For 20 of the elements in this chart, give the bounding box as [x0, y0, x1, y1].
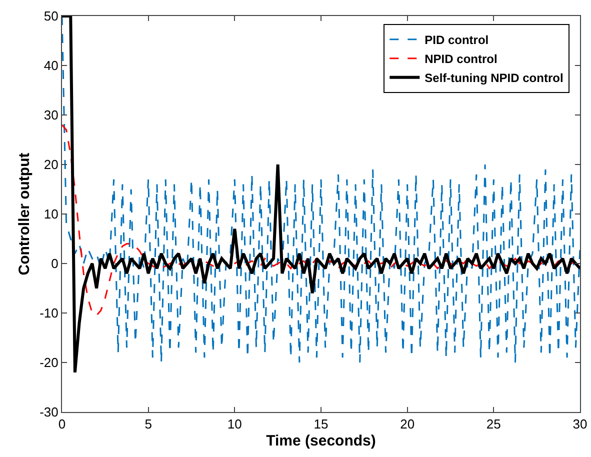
- y-tick-label: -20: [40, 355, 58, 370]
- y-tick-label: 30: [44, 108, 58, 123]
- legend-label: NPID control: [424, 52, 498, 66]
- x-tick-label: 15: [314, 416, 328, 432]
- y-axis-title: Controller output: [16, 152, 33, 276]
- x-tick-label: 30: [572, 416, 588, 432]
- x-tick-label: 5: [144, 416, 152, 432]
- y-tick-label: -10: [40, 306, 58, 321]
- x-tick-label: 10: [227, 416, 242, 432]
- y-tick-label: 0: [51, 256, 58, 272]
- y-tick-label: 20: [44, 157, 58, 172]
- x-tick-label: 20: [400, 416, 415, 432]
- y-tick-label: 10: [44, 206, 58, 222]
- legend-label: PID control: [424, 33, 489, 48]
- y-tick-label: 40: [44, 58, 58, 74]
- y-tick-label: 50: [44, 8, 58, 24]
- x-axis-title: Time (seconds): [266, 432, 376, 450]
- legend-label: Self-tuning NPID control: [424, 71, 564, 86]
- x-tick-label: 25: [486, 416, 501, 432]
- y-tick-label: -30: [40, 404, 58, 420]
